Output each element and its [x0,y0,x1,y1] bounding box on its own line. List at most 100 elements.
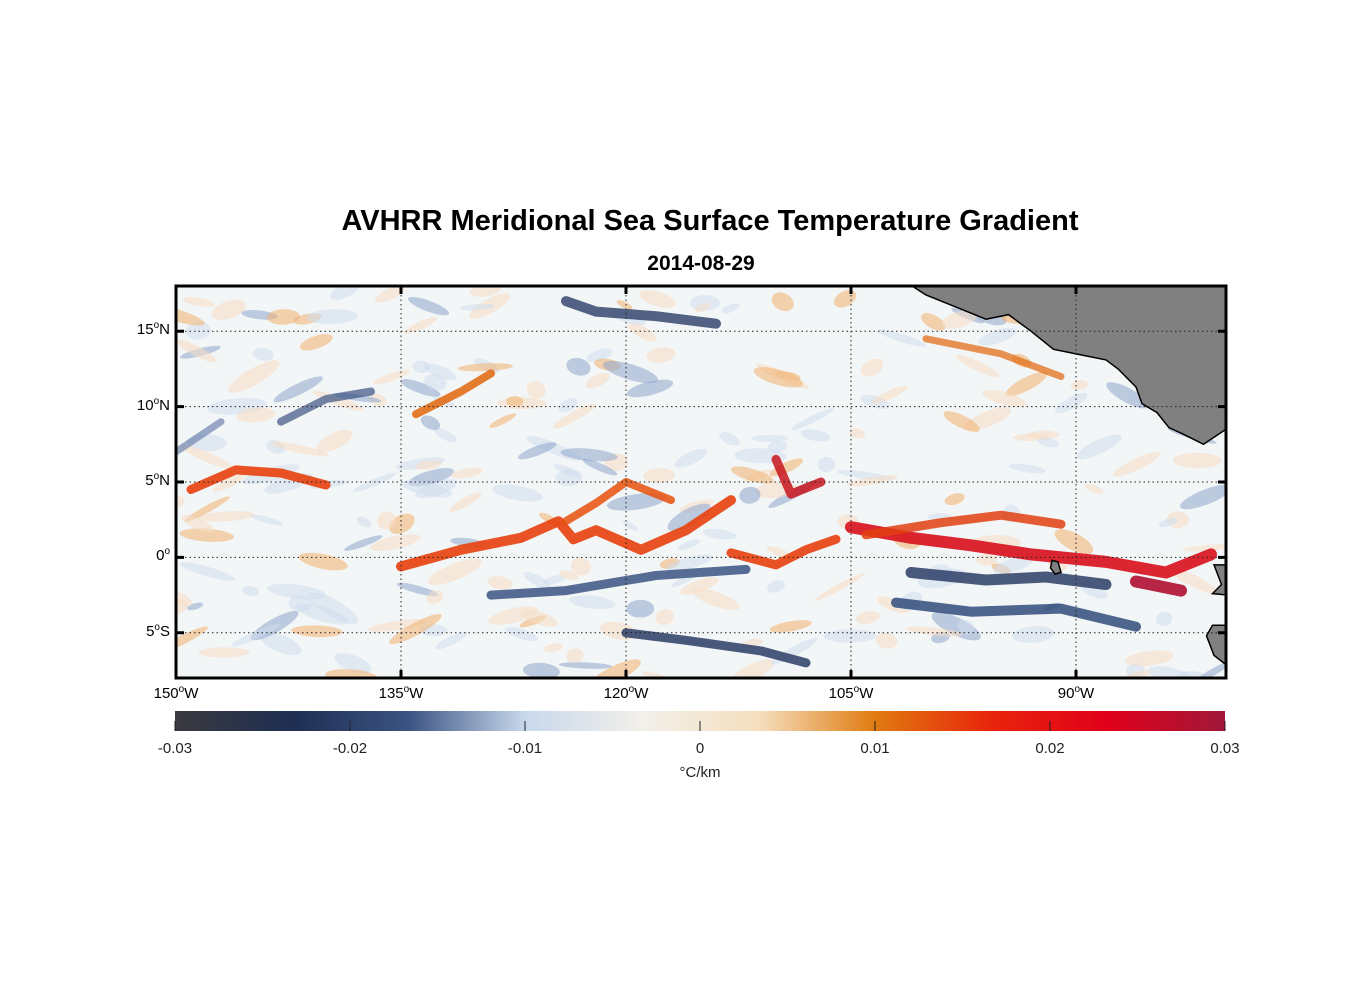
lon-label: 150oW [153,684,199,702]
warm-front [396,495,736,572]
gradient-patch [955,354,1000,378]
gradient-field [176,286,1226,678]
gradient-patch [585,373,610,388]
gradient-patch [666,554,713,571]
gradient-patch [403,316,437,334]
gradient-patch [566,648,584,663]
gradient-patch [426,590,444,604]
gradient-patch [197,511,255,522]
gradient-patch [855,611,881,625]
gradient-patch [273,376,323,403]
gradient-patch [1156,611,1173,627]
gradient-patch [434,427,457,443]
gradient-patch [407,296,450,316]
cold-front [277,387,375,426]
gradient-patch [1037,437,1060,448]
gradient-patch [586,348,613,363]
gradient-patch [259,631,302,656]
gradient-patch [944,493,965,506]
warm-front [412,369,495,419]
gradient-patch [412,360,431,374]
gradient-patch [692,588,740,610]
gradient-patch [1054,392,1088,414]
gradient-patch [846,475,898,487]
gradient-patch [423,363,457,381]
gradient-patch [427,558,482,585]
gradient-patch [1179,484,1226,510]
gradient-patch [377,511,396,530]
gradient-patch [176,626,209,655]
colorbar-tick-label: 0.03 [1210,740,1240,757]
gradient-patch [1028,430,1059,440]
colorbar-unit: °C/km [679,764,721,781]
gradient-patch [181,515,214,533]
gradient-patch [667,503,711,531]
gradient-patch [590,659,641,678]
south-america-coast [1210,564,1226,596]
gradient-patch [860,358,884,377]
gradient-patch [492,484,543,502]
gradient-patch [449,492,482,512]
warm-front [922,335,1065,380]
colorbar-tick-label: -0.03 [157,740,193,757]
gradient-patch [198,647,250,658]
warm-front [726,534,841,570]
gradient-patch [187,602,204,611]
gradient-patch [978,327,1017,346]
gradient-patch [1070,379,1088,391]
warm-front [186,465,331,494]
gradient-patch [814,573,866,601]
lon-label: 135oW [378,684,424,702]
gradient-patch [487,576,513,590]
gradient-patch [506,395,524,407]
gradient-patch [941,309,978,329]
gradient-patch [344,535,383,551]
gradient-patch [721,303,740,314]
landmass [910,286,1226,666]
gradient-patch [400,379,441,397]
gradient-patch [295,603,350,625]
gradient-patch [849,428,865,439]
gradient-patch [1005,371,1048,397]
gradient-patch [702,528,737,540]
gradient-patch [571,557,591,576]
chart-subtitle: 2014-08-29 [647,252,755,275]
gradient-patch [185,321,211,340]
gradient-patch [518,442,557,460]
gradient-patch [719,432,740,446]
gradient-patch [639,290,676,308]
gradient-patch [176,339,217,363]
colorbar-ticks [174,721,1226,731]
map-ticks [174,286,1226,678]
gradient-patch [368,619,426,632]
gradient-patch [769,620,812,633]
gradient-patch [544,643,563,653]
gradient-patch [558,397,578,413]
warm-front [845,521,1217,579]
gradient-patch [582,458,618,476]
lat-label: 5oS [146,621,170,640]
gradient-patch [602,360,659,384]
gradient-patch [373,369,410,385]
gradient-patch [236,407,276,423]
gradient-patch [420,415,441,430]
gradient-patch [791,408,834,431]
gradient-patch [1172,452,1222,469]
gradient-patch [543,575,566,585]
gradient-patch [369,534,421,551]
south-america-coast [1205,624,1226,666]
gradient-patch [334,653,372,674]
gradient-patch [751,434,789,443]
gradient-patch [1084,483,1104,494]
gradient-patch [505,626,538,642]
colorbar-tick-label: 0.01 [860,740,890,757]
gradient-patch [306,309,358,325]
gradient-patch [823,629,877,643]
gradient-patch [1125,650,1175,667]
gradient-patch [1012,626,1055,643]
warm-front [771,454,826,499]
gradient-patch [521,609,559,627]
gradient-patch [559,570,579,581]
cold-front [905,567,1112,590]
gradient-patch [211,299,246,320]
